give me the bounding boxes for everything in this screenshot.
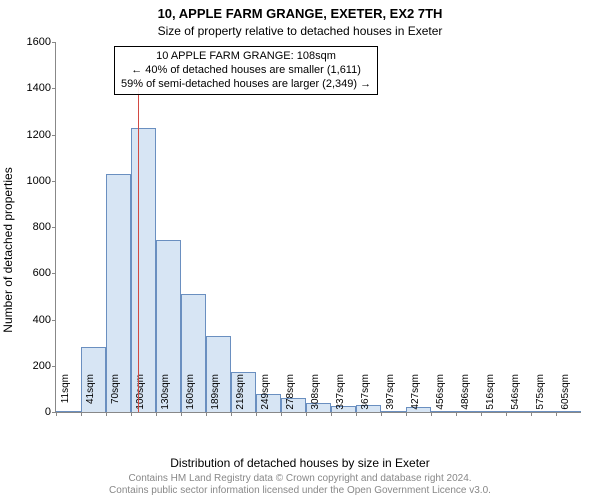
y-tick-label: 1000 bbox=[27, 175, 56, 187]
footer-line-2: Contains public sector information licen… bbox=[0, 485, 600, 497]
x-tick-label: 130sqm bbox=[160, 374, 171, 418]
chart-title: 10, APPLE FARM GRANGE, EXETER, EX2 7TH bbox=[0, 6, 600, 21]
x-tick-label: 516sqm bbox=[485, 374, 496, 418]
x-tick-label: 278sqm bbox=[285, 374, 296, 418]
y-tick-label: 1400 bbox=[27, 82, 56, 94]
x-tick-label: 41sqm bbox=[85, 374, 96, 418]
x-tick-mark bbox=[381, 412, 382, 416]
x-tick-label: 219sqm bbox=[235, 374, 246, 418]
x-tick-mark bbox=[456, 412, 457, 416]
x-tick-label: 575sqm bbox=[535, 374, 546, 418]
x-axis-label: Distribution of detached houses by size … bbox=[0, 456, 600, 470]
y-tick-label: 400 bbox=[33, 314, 56, 326]
x-tick-label: 160sqm bbox=[185, 374, 196, 418]
x-tick-label: 397sqm bbox=[385, 374, 396, 418]
x-tick-mark bbox=[231, 412, 232, 416]
x-tick-label: 337sqm bbox=[335, 374, 346, 418]
y-tick-label: 200 bbox=[33, 360, 56, 372]
x-tick-mark bbox=[206, 412, 207, 416]
chart-footer: Contains HM Land Registry data © Crown c… bbox=[0, 473, 600, 496]
x-tick-label: 427sqm bbox=[410, 374, 421, 418]
x-tick-label: 308sqm bbox=[310, 374, 321, 418]
y-tick-label: 1200 bbox=[27, 129, 56, 141]
annotation-line-3: 59% of semi-detached houses are larger (… bbox=[121, 78, 371, 92]
x-tick-mark bbox=[531, 412, 532, 416]
x-tick-label: 249sqm bbox=[260, 374, 271, 418]
y-tick-label: 0 bbox=[45, 406, 56, 418]
x-tick-label: 70sqm bbox=[110, 374, 121, 418]
x-tick-mark bbox=[181, 412, 182, 416]
x-tick-label: 100sqm bbox=[135, 374, 146, 418]
x-tick-mark bbox=[131, 412, 132, 416]
plot-area: 0200400600800100012001400160011sqm41sqm7… bbox=[55, 42, 581, 413]
x-tick-mark bbox=[256, 412, 257, 416]
x-tick-label: 11sqm bbox=[60, 374, 71, 418]
x-tick-label: 546sqm bbox=[510, 374, 521, 418]
histogram-bar bbox=[131, 128, 156, 412]
x-tick-mark bbox=[81, 412, 82, 416]
x-tick-mark bbox=[306, 412, 307, 416]
x-tick-mark bbox=[156, 412, 157, 416]
y-tick-label: 600 bbox=[33, 267, 56, 279]
x-tick-mark bbox=[556, 412, 557, 416]
property-size-chart: 10, APPLE FARM GRANGE, EXETER, EX2 7TH S… bbox=[0, 0, 600, 500]
x-tick-mark bbox=[431, 412, 432, 416]
annotation-line-1: 10 APPLE FARM GRANGE: 108sqm bbox=[121, 50, 371, 64]
x-tick-label: 486sqm bbox=[460, 374, 471, 418]
y-tick-label: 1600 bbox=[27, 36, 56, 48]
x-tick-label: 189sqm bbox=[210, 374, 221, 418]
x-tick-mark bbox=[481, 412, 482, 416]
x-tick-mark bbox=[331, 412, 332, 416]
footer-line-1: Contains HM Land Registry data © Crown c… bbox=[0, 473, 600, 485]
y-axis-label: Number of detached properties bbox=[1, 167, 15, 332]
x-tick-mark bbox=[106, 412, 107, 416]
x-tick-label: 456sqm bbox=[435, 374, 446, 418]
x-tick-label: 367sqm bbox=[360, 374, 371, 418]
x-tick-mark bbox=[406, 412, 407, 416]
x-tick-mark bbox=[56, 412, 57, 416]
x-tick-mark bbox=[356, 412, 357, 416]
annotation-box: 10 APPLE FARM GRANGE: 108sqm ← 40% of de… bbox=[114, 46, 378, 95]
annotation-line-2: ← 40% of detached houses are smaller (1,… bbox=[121, 64, 371, 78]
x-tick-label: 605sqm bbox=[560, 374, 571, 418]
y-tick-label: 800 bbox=[33, 221, 56, 233]
x-tick-mark bbox=[506, 412, 507, 416]
x-tick-mark bbox=[281, 412, 282, 416]
property-marker-line bbox=[138, 79, 139, 412]
chart-subtitle: Size of property relative to detached ho… bbox=[0, 24, 600, 38]
